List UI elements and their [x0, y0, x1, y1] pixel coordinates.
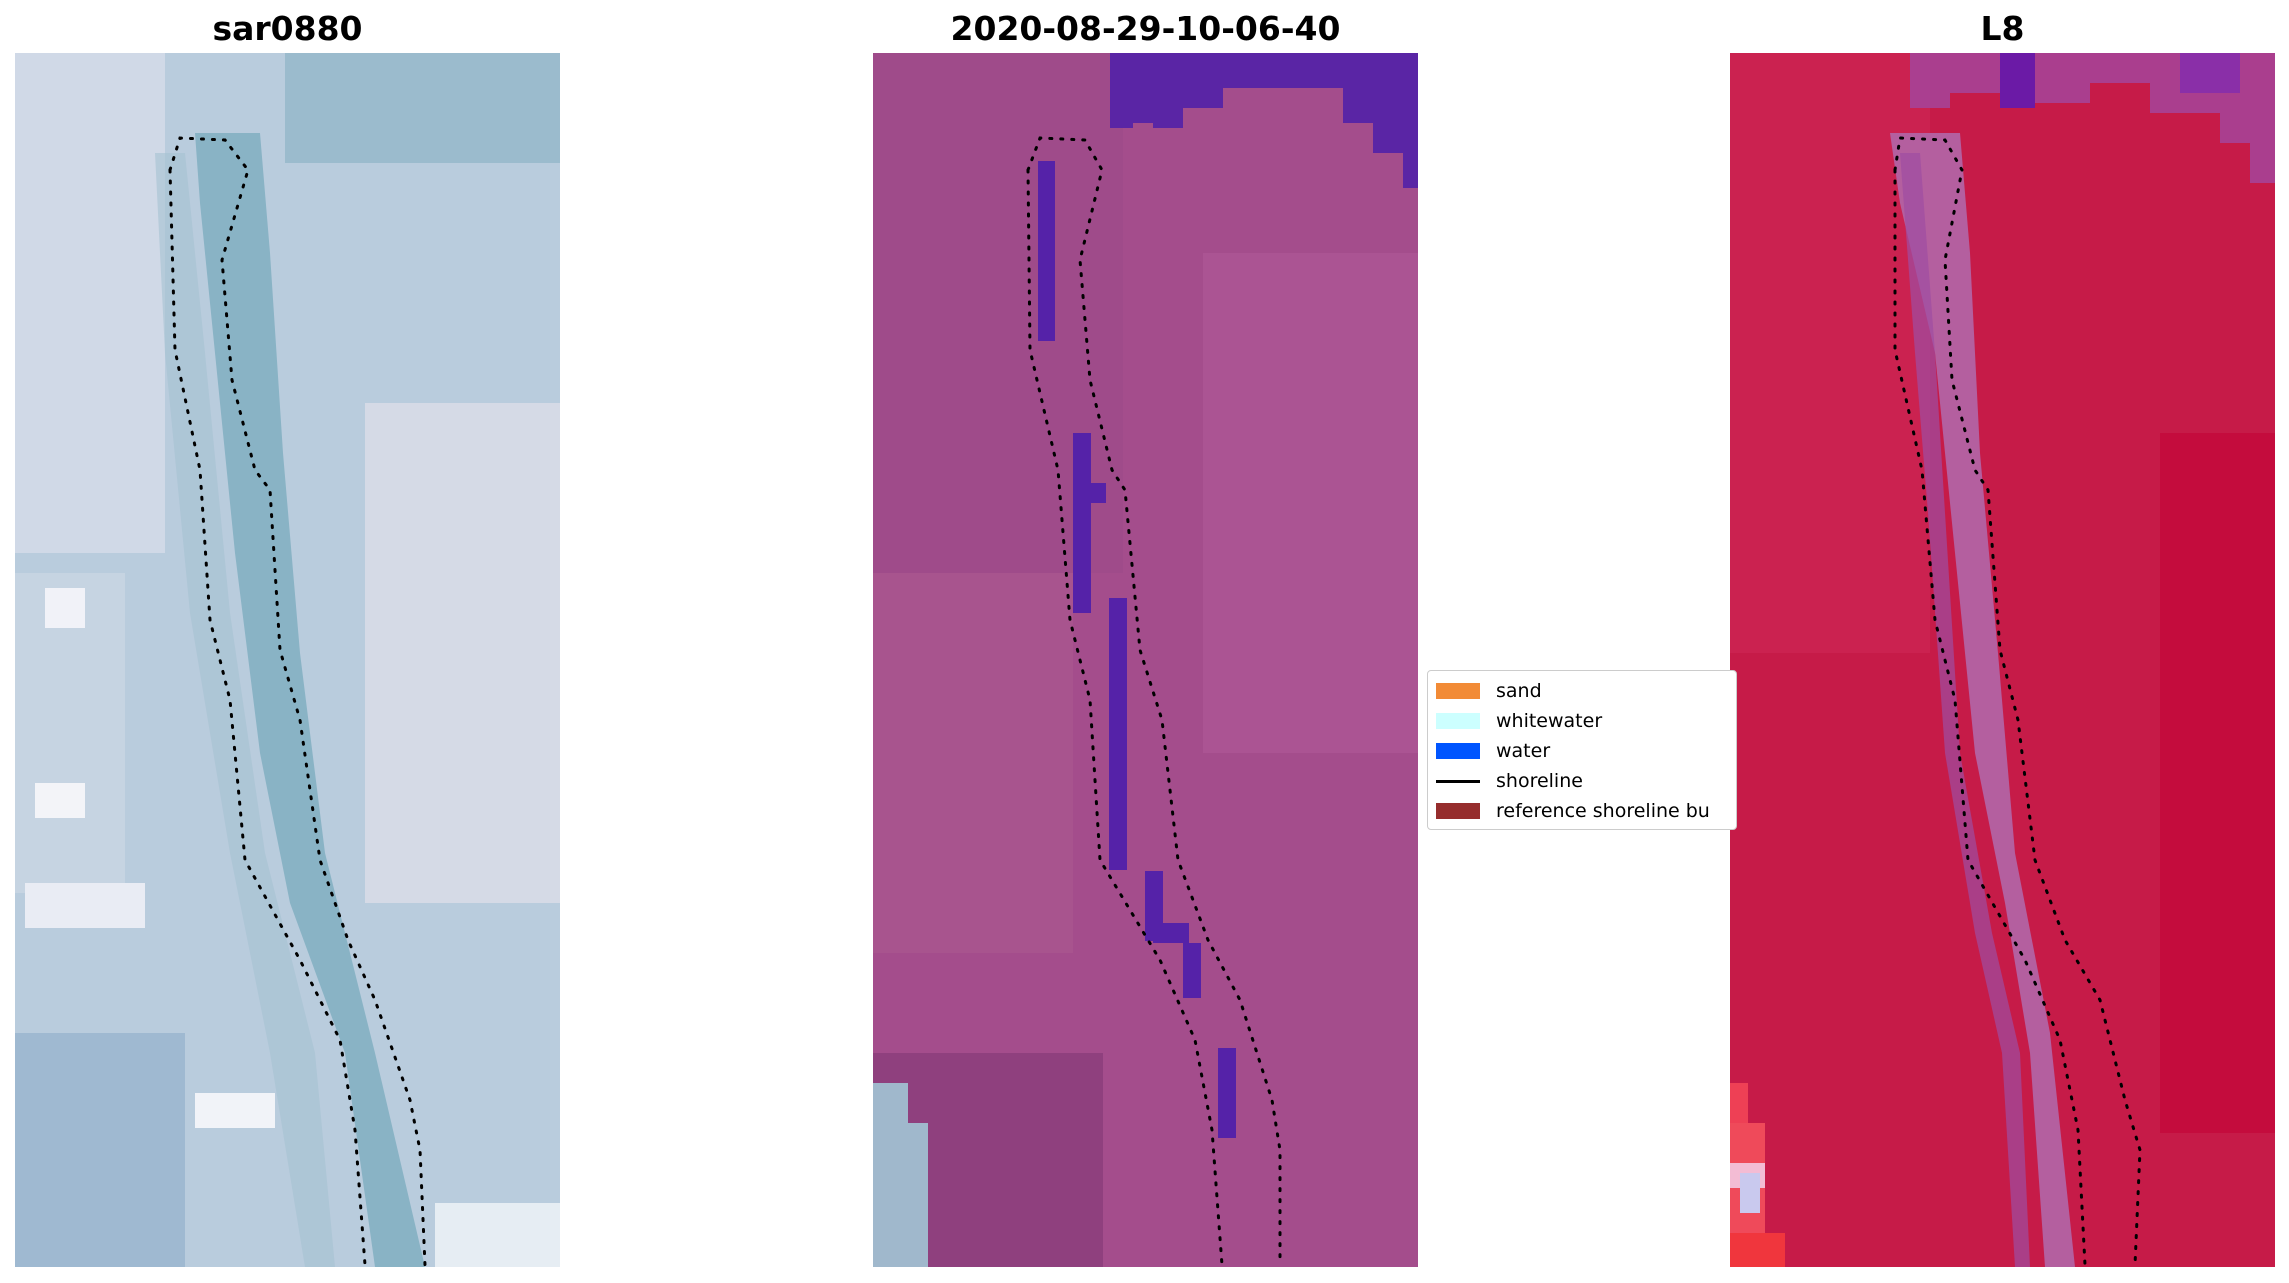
legend-item-shoreline: shoreline: [1428, 765, 1736, 795]
sar-image-panel: [15, 53, 560, 1267]
legend-swatch-sand: [1436, 683, 1480, 699]
panel-title-sar: sar0880: [212, 9, 363, 48]
l8-image-panel: [1730, 53, 2275, 1267]
legend: sand whitewater water shoreline referenc…: [1427, 670, 1737, 830]
legend-label-shoreline: shoreline: [1496, 770, 1583, 792]
legend-item-whitewater: whitewater: [1428, 705, 1736, 735]
legend-swatch-whitewater: [1436, 713, 1480, 729]
legend-swatch-reference-buffer: [1436, 803, 1480, 819]
legend-label-reference-buffer: reference shoreline bu: [1496, 800, 1710, 822]
legend-item-water: water: [1428, 735, 1736, 765]
legend-label-sand: sand: [1496, 680, 1542, 702]
panel-title-l8: L8: [1980, 9, 2025, 48]
legend-item-reference-buffer: reference shoreline bu: [1428, 795, 1736, 825]
legend-line-shoreline: [1436, 780, 1480, 783]
date-image: [873, 53, 1418, 1267]
date-image-panel: [873, 53, 1418, 1267]
legend-label-water: water: [1496, 740, 1551, 762]
legend-item-sand: sand: [1428, 675, 1736, 705]
l8-image: [1730, 53, 2275, 1267]
sar-image: [15, 53, 560, 1267]
legend-label-whitewater: whitewater: [1496, 710, 1603, 732]
legend-swatch-water: [1436, 743, 1480, 759]
panel-title-date: 2020-08-29-10-06-40: [950, 9, 1341, 48]
